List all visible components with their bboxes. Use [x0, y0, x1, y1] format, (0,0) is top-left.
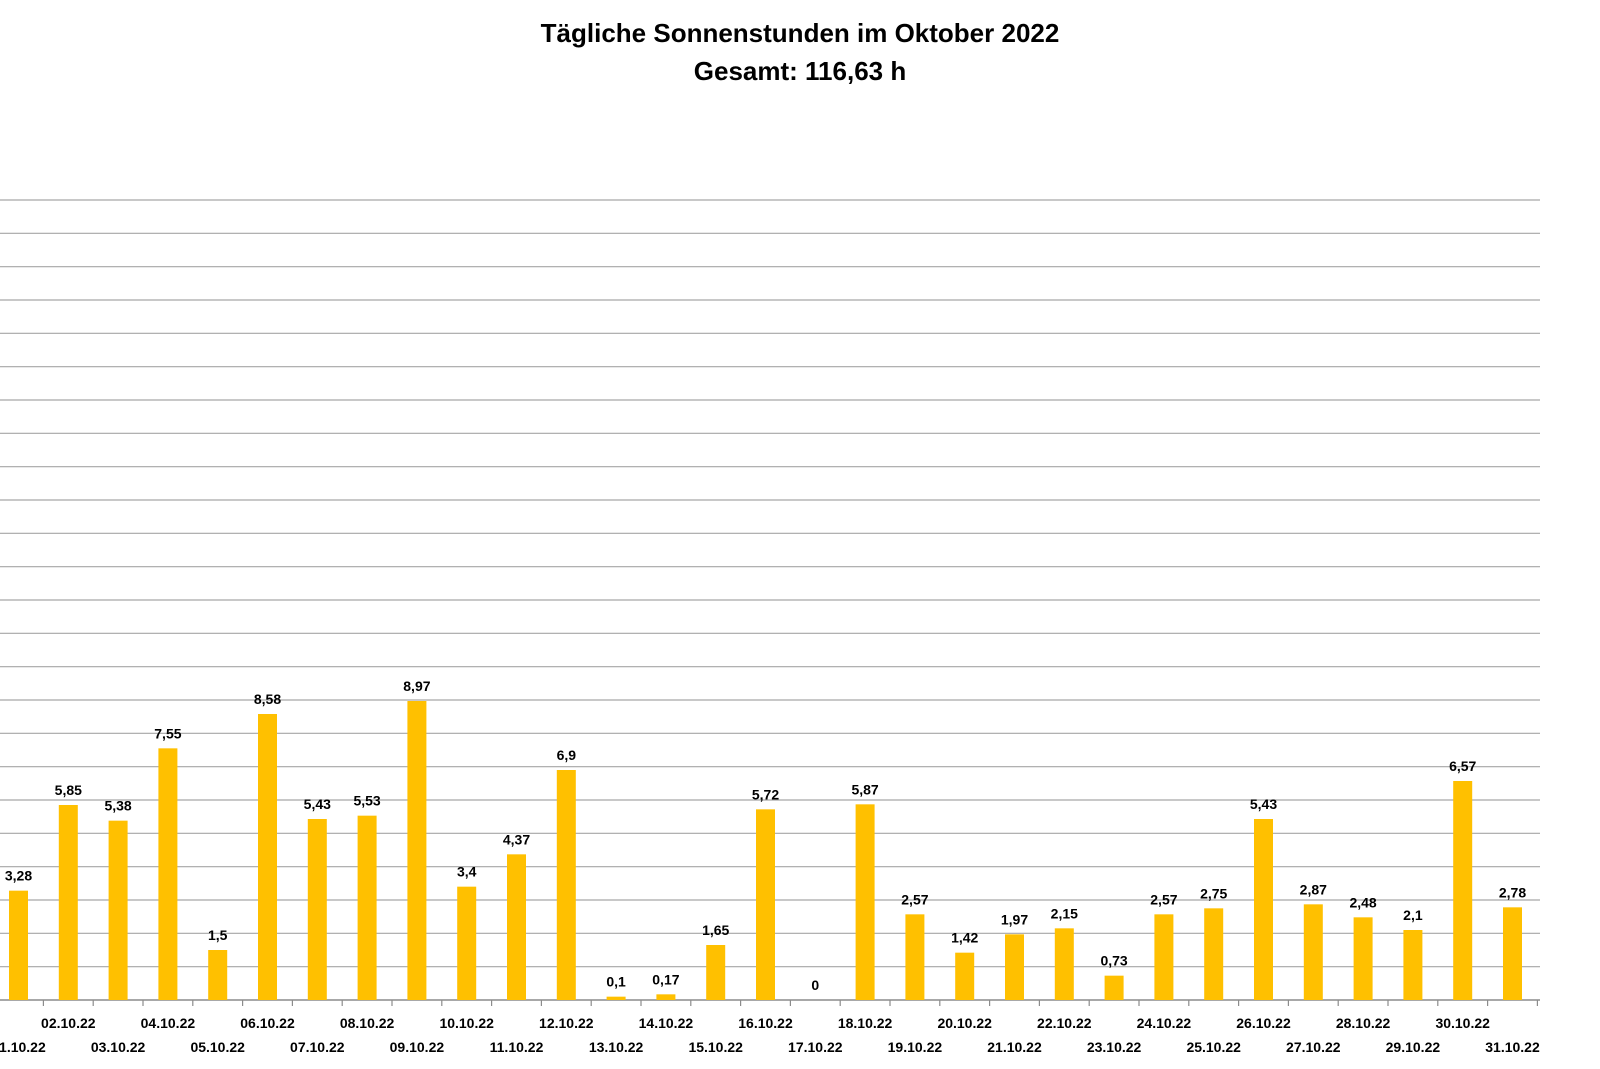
data-label: 6,57 [1449, 758, 1476, 774]
bar [1503, 907, 1522, 1000]
chart-title: Tägliche Sonnenstunden im Oktober 2022 [540, 18, 1060, 48]
bar [407, 701, 427, 1000]
bar [756, 809, 775, 1000]
x-tick-label: 25.10.22 [1186, 1039, 1241, 1055]
data-label: 1,97 [1001, 911, 1028, 927]
bar [108, 820, 128, 1000]
data-label: 5,53 [353, 793, 380, 809]
x-tick-label: 23.10.22 [1087, 1039, 1142, 1055]
bar [1254, 819, 1273, 1000]
x-tick-label: 27.10.22 [1286, 1039, 1341, 1055]
x-tick-label: 18.10.22 [838, 1015, 893, 1031]
data-label: 0,1 [606, 974, 626, 990]
data-label: 3,4 [457, 864, 477, 880]
bar [357, 815, 377, 1000]
x-tick-label: 03.10.22 [91, 1039, 146, 1055]
x-tick-label: 09.10.22 [390, 1039, 445, 1055]
bar [58, 805, 78, 1000]
x-tick-label: 29.10.22 [1386, 1039, 1441, 1055]
x-tick-label: 28.10.22 [1336, 1015, 1391, 1031]
x-tick-label: 21.10.22 [987, 1039, 1042, 1055]
data-label: 2,87 [1300, 881, 1327, 897]
data-label: 2,75 [1200, 885, 1227, 901]
bar [208, 950, 228, 1000]
bar [1054, 928, 1074, 1000]
bar [1154, 914, 1174, 1000]
data-label: 5,43 [304, 796, 331, 812]
data-label: 1,5 [208, 927, 228, 943]
x-tick-label: 24.10.22 [1137, 1015, 1192, 1031]
bar [258, 714, 277, 1000]
x-tick-label: 02.10.22 [41, 1015, 96, 1031]
x-tick-label: 06.10.22 [240, 1015, 295, 1031]
bar [706, 945, 726, 1000]
x-tick-label: 01.10.22 [0, 1039, 46, 1055]
bar [9, 890, 28, 1000]
bar [307, 819, 327, 1000]
data-label: 0 [811, 977, 819, 993]
x-tick-label: 08.10.22 [340, 1015, 395, 1031]
bar [457, 886, 477, 1000]
data-label: 5,43 [1250, 796, 1277, 812]
x-tick-label: 31.10.22 [1485, 1039, 1540, 1055]
data-label: 6,9 [557, 747, 577, 763]
x-tick-label: 26.10.22 [1236, 1015, 1291, 1031]
bar [556, 770, 576, 1000]
data-label: 5,85 [55, 782, 82, 798]
x-tick-label: 13.10.22 [589, 1039, 644, 1055]
data-label: 0,17 [652, 971, 679, 987]
x-tick-label: 14.10.22 [639, 1015, 694, 1031]
data-label: 7,55 [154, 725, 181, 741]
x-tick-label: 07.10.22 [290, 1039, 345, 1055]
x-tick-label: 04.10.22 [141, 1015, 196, 1031]
x-tick-label: 30.10.22 [1435, 1015, 1490, 1031]
data-label: 2,57 [901, 891, 928, 907]
data-label: 2,78 [1499, 884, 1526, 900]
data-label: 2,15 [1051, 905, 1078, 921]
data-label: 2,57 [1150, 891, 1177, 907]
chart-subtitle: Gesamt: 116,63 h [693, 56, 907, 86]
data-label: 8,58 [254, 691, 281, 707]
bar [955, 952, 975, 1000]
x-tick-label: 19.10.22 [888, 1039, 943, 1055]
data-label: 5,87 [851, 781, 878, 797]
data-label: 2,1 [1403, 907, 1423, 923]
bar [1104, 975, 1124, 1000]
bar [1005, 934, 1024, 1000]
data-label: 0,73 [1100, 953, 1127, 969]
bar [1353, 917, 1373, 1000]
chart-title-block: Tägliche Sonnenstunden im Oktober 2022 G… [0, 14, 1600, 90]
data-label: 4,37 [503, 831, 530, 847]
data-label: 3,28 [5, 868, 32, 884]
bar [855, 804, 875, 1000]
bar [1303, 904, 1323, 1000]
bar [656, 994, 676, 1000]
x-tick-label: 12.10.22 [539, 1015, 594, 1031]
bar [1453, 781, 1473, 1000]
bar [1204, 908, 1224, 1000]
data-label: 2,48 [1349, 894, 1376, 910]
x-tick-label: 20.10.22 [937, 1015, 992, 1031]
x-tick-label: 22.10.22 [1037, 1015, 1092, 1031]
x-tick-label: 16.10.22 [738, 1015, 793, 1031]
x-tick-label: 17.10.22 [788, 1039, 843, 1055]
bar [905, 914, 925, 1000]
bar [507, 854, 526, 1000]
x-tick-label: 11.10.22 [490, 1039, 544, 1055]
data-label: 8,97 [403, 678, 430, 694]
x-tick-label: 05.10.22 [190, 1039, 245, 1055]
data-label: 5,72 [752, 786, 779, 802]
bar [606, 996, 626, 1000]
bar [158, 748, 178, 1000]
bar [1403, 930, 1423, 1000]
data-label: 5,38 [104, 798, 131, 814]
x-tick-label: 15.10.22 [688, 1039, 743, 1055]
x-tick-label: 10.10.22 [439, 1015, 494, 1031]
data-label: 1,65 [702, 922, 729, 938]
data-label: 1,42 [951, 930, 978, 946]
